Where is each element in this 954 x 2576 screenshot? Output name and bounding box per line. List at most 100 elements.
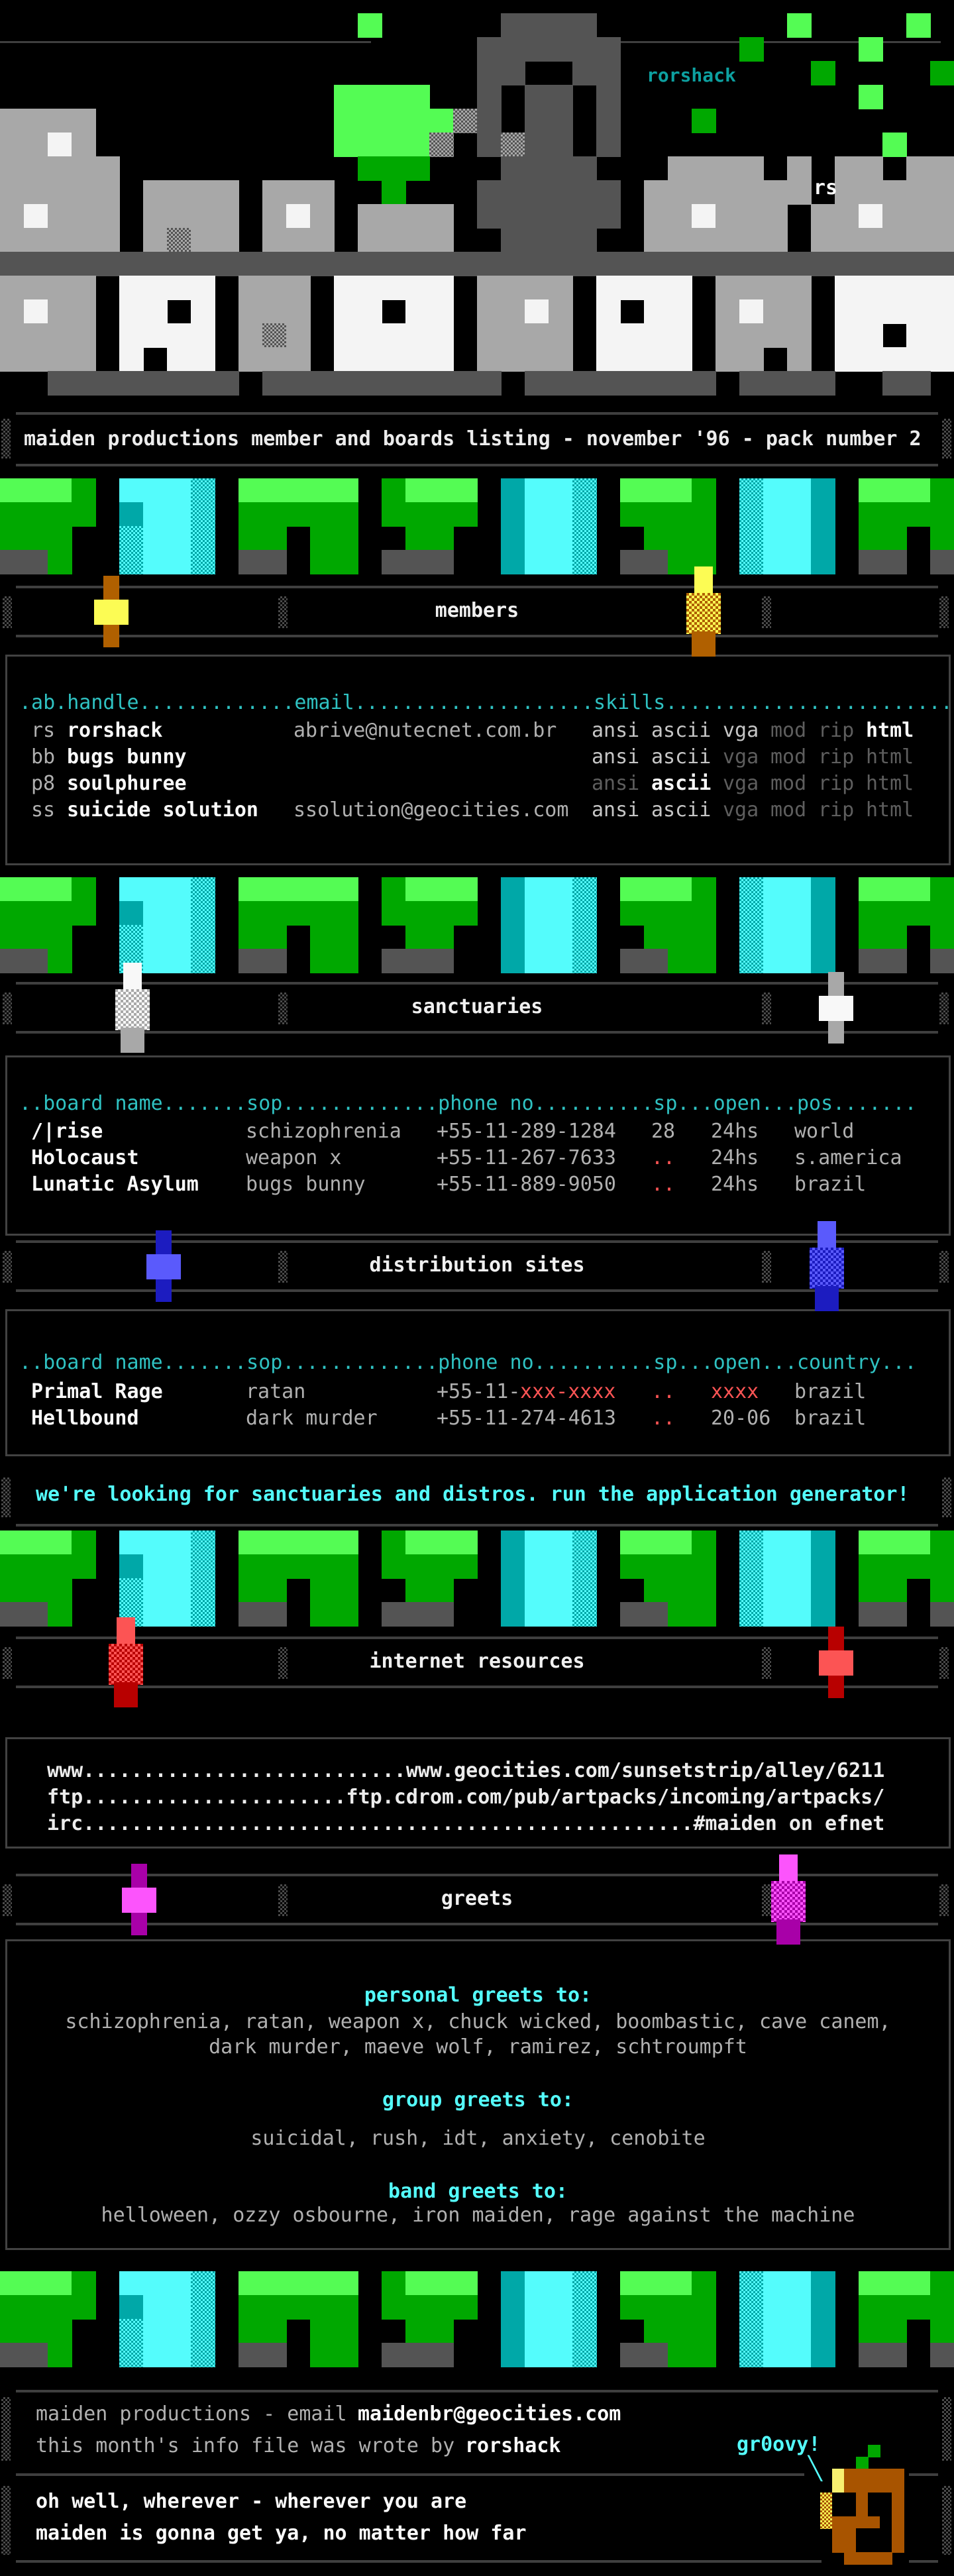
edge-dither xyxy=(762,1647,771,1679)
art-cell xyxy=(692,109,716,133)
divider-cell xyxy=(262,2319,287,2343)
art-cell xyxy=(787,347,812,372)
edge-dither xyxy=(1,1477,11,1517)
divider-cell xyxy=(48,2343,72,2367)
divider-cell xyxy=(382,2271,406,2296)
divider-cell xyxy=(763,2271,788,2296)
art-cell xyxy=(358,347,382,372)
art-cell xyxy=(572,37,597,62)
edge-dither xyxy=(762,1251,771,1283)
divider-cell xyxy=(286,2271,311,2296)
divider-cell xyxy=(119,2343,144,2367)
divider-cell xyxy=(167,478,191,503)
art-cell xyxy=(739,299,764,324)
art-cell xyxy=(191,252,215,276)
divider-cell xyxy=(453,1530,478,1555)
art-cell xyxy=(48,133,72,157)
bar-top xyxy=(117,1617,135,1646)
divider-cell xyxy=(167,550,191,574)
lyric-line-2: maiden is gonna get ya, no matter how fa… xyxy=(36,2522,527,2545)
divider-cell xyxy=(382,2343,406,2367)
text-segment: .. xyxy=(651,1380,676,1403)
edge-dither xyxy=(3,993,12,1024)
art-cell xyxy=(0,109,25,133)
art-cell xyxy=(787,13,812,38)
art-cell xyxy=(429,299,454,324)
art-cell xyxy=(0,204,25,229)
edge-dither xyxy=(278,1884,288,1916)
divider-cell xyxy=(24,502,48,527)
divider-cell xyxy=(262,877,287,902)
art-cell xyxy=(525,85,549,109)
art-cell xyxy=(310,180,335,205)
divider-cell xyxy=(549,877,573,902)
art-cell xyxy=(382,180,406,205)
bar-top xyxy=(694,566,713,596)
divider-cell xyxy=(0,925,25,949)
text-segment: +55-11-289-1284 xyxy=(437,1120,616,1143)
divider-cell xyxy=(859,949,883,973)
divider-cell xyxy=(310,2295,335,2320)
divider-cell xyxy=(882,1602,907,1627)
divider-cell xyxy=(811,2295,835,2320)
art-cell xyxy=(143,180,168,205)
art-cell xyxy=(238,252,263,276)
divider-cell xyxy=(501,949,525,973)
divider-cell xyxy=(859,478,883,503)
divider-cell xyxy=(48,2271,72,2296)
divider-cell xyxy=(453,502,478,527)
divider-cell xyxy=(48,526,72,551)
text-segment: .ab.handle.............email............… xyxy=(19,691,953,714)
art-cell xyxy=(48,276,72,300)
edge-dither xyxy=(939,1251,949,1283)
table-row: /|rise schizophrenia +55-11-289-1284 28 24hs… xyxy=(7,1120,954,1144)
divider-cell xyxy=(405,901,430,926)
art-cell xyxy=(0,299,25,324)
text-segment: .. xyxy=(651,1173,676,1196)
divider-cell xyxy=(286,478,311,503)
art-cell xyxy=(906,228,931,252)
divider-cell xyxy=(143,1602,168,1627)
divider-cell xyxy=(167,1578,191,1603)
divider-cell xyxy=(501,925,525,949)
art-cell xyxy=(501,276,525,300)
divider-cell xyxy=(787,478,812,503)
art-cell xyxy=(716,323,740,348)
pumpkin-cell xyxy=(880,2552,892,2565)
divider-cell xyxy=(0,2319,25,2343)
art-cell xyxy=(668,323,692,348)
art-cell xyxy=(930,276,954,300)
art-cell xyxy=(143,299,168,324)
art-cell xyxy=(215,228,239,252)
art-cell xyxy=(787,299,812,324)
text-segment: +55-11-274-4613 xyxy=(437,1407,616,1430)
art-cell xyxy=(358,323,382,348)
text-segment: vga xyxy=(723,719,759,742)
divider-cell xyxy=(859,2343,883,2367)
divider-cell xyxy=(572,2319,597,2343)
divider-cell xyxy=(525,2319,549,2343)
divider-cell xyxy=(739,478,764,503)
art-cell xyxy=(95,252,120,276)
divider-cell xyxy=(119,2271,144,2296)
internet-resources-box: www...........................www.geocit… xyxy=(5,1737,951,1849)
art-cell xyxy=(382,276,406,300)
divider-cell xyxy=(668,1530,692,1555)
divider-cell xyxy=(668,2343,692,2367)
divider-cell xyxy=(310,1602,335,1627)
divider-cell xyxy=(859,925,883,949)
art-cell xyxy=(477,371,502,396)
text-segment: mod xyxy=(770,798,807,822)
divider-cell xyxy=(501,2343,525,2367)
divider-cell xyxy=(167,1530,191,1555)
divider-cell xyxy=(811,2271,835,2296)
divider-cell xyxy=(501,550,525,574)
divider-cell xyxy=(739,1530,764,1555)
art-cell xyxy=(334,299,358,324)
artist-signature: rorshack xyxy=(647,64,736,86)
divider-cell xyxy=(382,1530,406,1555)
divider-cell xyxy=(262,550,287,574)
divider-cell xyxy=(48,550,72,574)
divider-cell xyxy=(859,1554,883,1579)
divider-cell xyxy=(882,1530,907,1555)
